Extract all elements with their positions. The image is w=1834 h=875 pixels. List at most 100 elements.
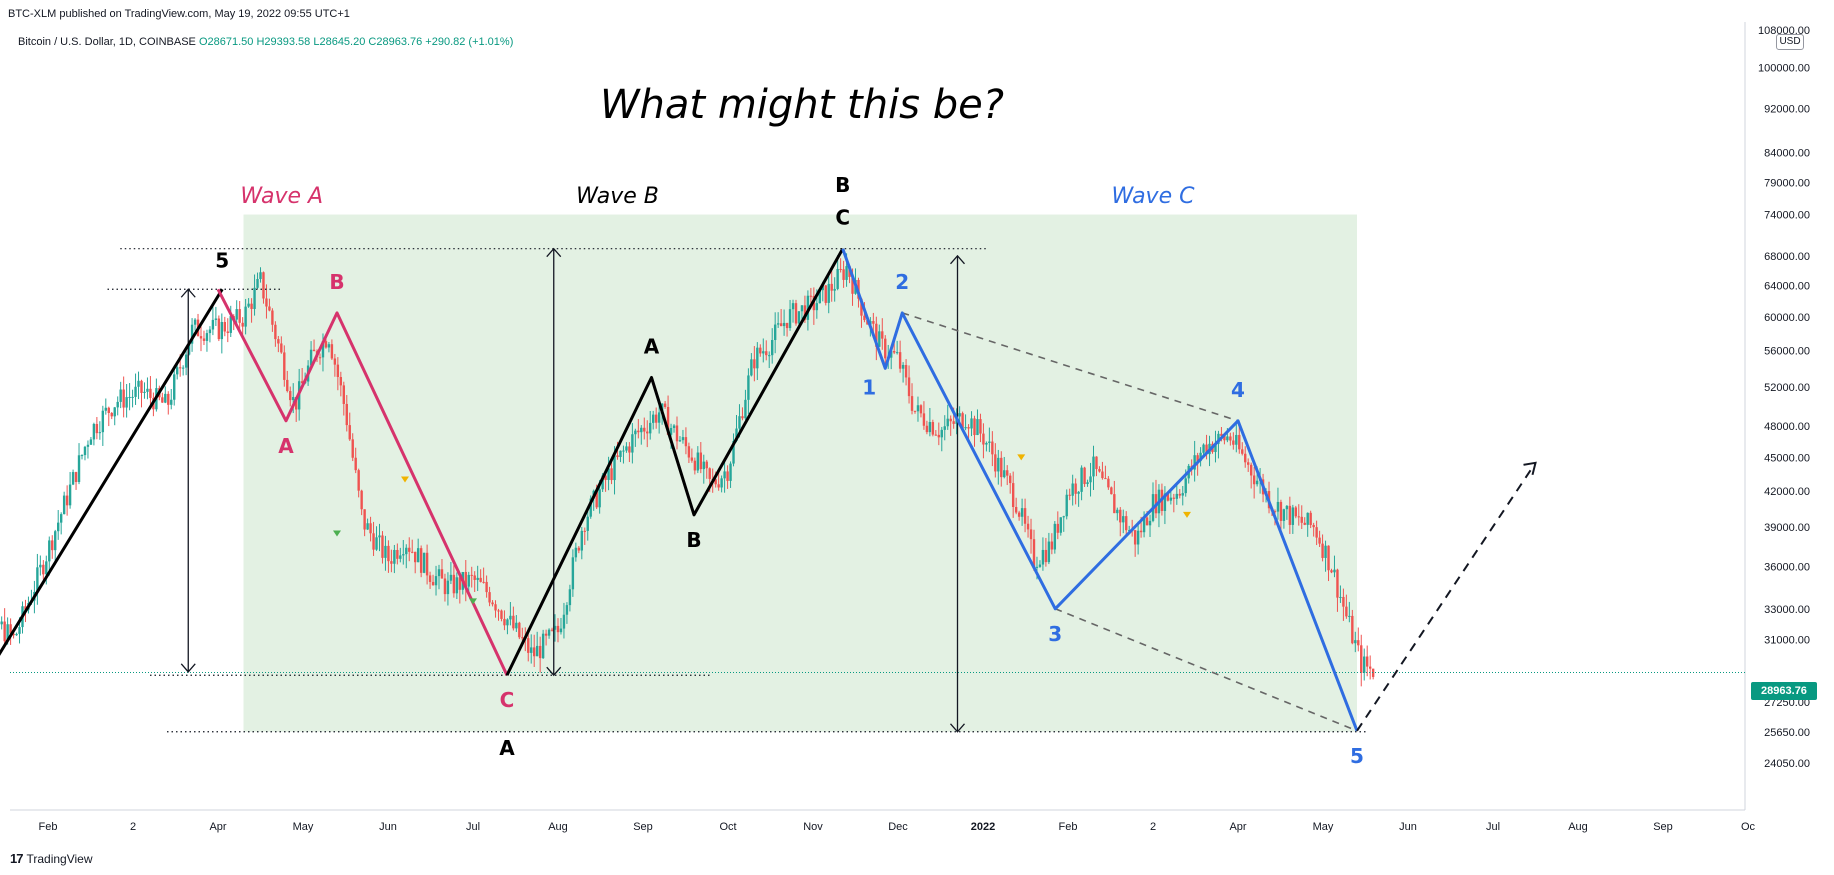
x-tick-label: 2022 <box>971 821 995 833</box>
candle-body <box>274 324 277 340</box>
candle-body <box>839 268 842 270</box>
candle-body <box>1342 596 1345 607</box>
candle-body <box>1285 505 1289 510</box>
candle-body <box>1062 516 1065 518</box>
candle-body <box>295 396 298 410</box>
candle-body <box>45 561 48 575</box>
candle-body <box>904 364 908 378</box>
candle-body <box>875 323 878 347</box>
candle-body <box>98 432 102 434</box>
candle-body <box>503 618 506 626</box>
candle-body <box>1297 516 1300 518</box>
candle-body <box>187 343 191 355</box>
y-tick-label: 60000.00 <box>1764 312 1810 324</box>
candle-body <box>265 298 268 307</box>
candle-body <box>931 422 935 435</box>
candle-body <box>1327 545 1330 571</box>
candle-body <box>1125 516 1128 531</box>
candle-body <box>1252 475 1256 485</box>
candle-body <box>1003 470 1006 478</box>
candle-body <box>646 431 649 434</box>
candle-body <box>280 343 283 353</box>
candle-body <box>125 397 128 408</box>
candle-body <box>110 412 113 417</box>
wave-a-line <box>216 288 509 676</box>
candle-body <box>1288 505 1292 525</box>
candle-body <box>77 455 81 482</box>
candle-body <box>1119 509 1122 523</box>
y-tick-label: 42000.00 <box>1764 486 1810 498</box>
symbol-legend: Bitcoin / U.S. Dollar, 1D, COINBASE O286… <box>18 36 513 48</box>
y-tick-label: 56000.00 <box>1764 346 1810 358</box>
candle-body <box>544 633 548 636</box>
candle-body <box>286 379 289 392</box>
candle-body <box>366 523 369 530</box>
candle-body <box>1009 475 1012 484</box>
x-tick-label: Oc <box>1741 821 1756 833</box>
candle-body <box>533 647 536 657</box>
wave-b-label: C <box>835 206 850 230</box>
candle-body <box>913 410 917 412</box>
candle-body <box>604 475 607 480</box>
candle-body <box>574 547 578 558</box>
candle-body <box>268 306 271 311</box>
candle-body <box>973 418 976 436</box>
candle-body <box>1017 512 1021 517</box>
candle-body <box>6 624 9 642</box>
candle-body <box>1273 511 1277 513</box>
tradingview-footer: 17 TradingView <box>10 851 93 866</box>
candle-body <box>580 530 583 551</box>
symbol-name: Bitcoin / U.S. Dollar, 1D, COINBASE <box>18 36 196 48</box>
candle-body <box>1023 508 1027 524</box>
candle-body <box>833 288 836 291</box>
wave-b-label: B <box>686 528 701 552</box>
candle-body <box>1303 522 1306 525</box>
candle-body <box>1229 436 1232 441</box>
candle-body <box>666 406 670 435</box>
y-tick-label: 92000.00 <box>1764 103 1810 115</box>
candle-body <box>1136 530 1140 545</box>
candle-body <box>300 381 304 384</box>
candle-body <box>654 414 658 423</box>
candle-body <box>369 523 372 534</box>
y-tick-label: 24050.00 <box>1764 758 1810 770</box>
y-tick-label: 33000.00 <box>1764 604 1810 616</box>
candle-body <box>619 450 622 458</box>
y-tick-label: 52000.00 <box>1764 382 1810 394</box>
candle-body <box>440 569 444 579</box>
candle-body <box>9 624 12 634</box>
candle-body <box>1371 668 1375 677</box>
range-arrow-head <box>546 666 562 677</box>
candle-body <box>717 484 720 488</box>
candle-body <box>1169 497 1173 501</box>
candle-body <box>952 421 955 424</box>
candle-body <box>309 349 313 366</box>
candle-body <box>95 423 99 434</box>
candle-body <box>762 351 765 354</box>
candle-body <box>720 478 723 488</box>
candle-body <box>729 463 732 481</box>
candle-body <box>1366 656 1369 667</box>
candle-body <box>735 428 738 441</box>
candle-body <box>318 357 322 359</box>
candle-body <box>797 311 801 324</box>
candle-body <box>842 269 845 280</box>
candle-body <box>964 427 967 429</box>
candle-body <box>535 645 539 657</box>
candle-body <box>205 333 209 341</box>
currency-badge[interactable]: USD <box>1776 34 1804 50</box>
candle-body <box>434 576 438 586</box>
range-arrow-head <box>180 288 196 298</box>
candle-body <box>1032 539 1036 568</box>
candle-body <box>738 416 741 429</box>
candle-body <box>994 454 997 472</box>
candle-body <box>901 364 905 369</box>
candle-body <box>178 367 182 369</box>
candle-body <box>550 629 554 631</box>
candle-body <box>773 324 777 341</box>
candle-body <box>253 287 256 309</box>
candle-body <box>687 446 691 458</box>
candle-body <box>881 331 884 339</box>
last-price-tag: 28963.76 <box>1751 682 1817 700</box>
